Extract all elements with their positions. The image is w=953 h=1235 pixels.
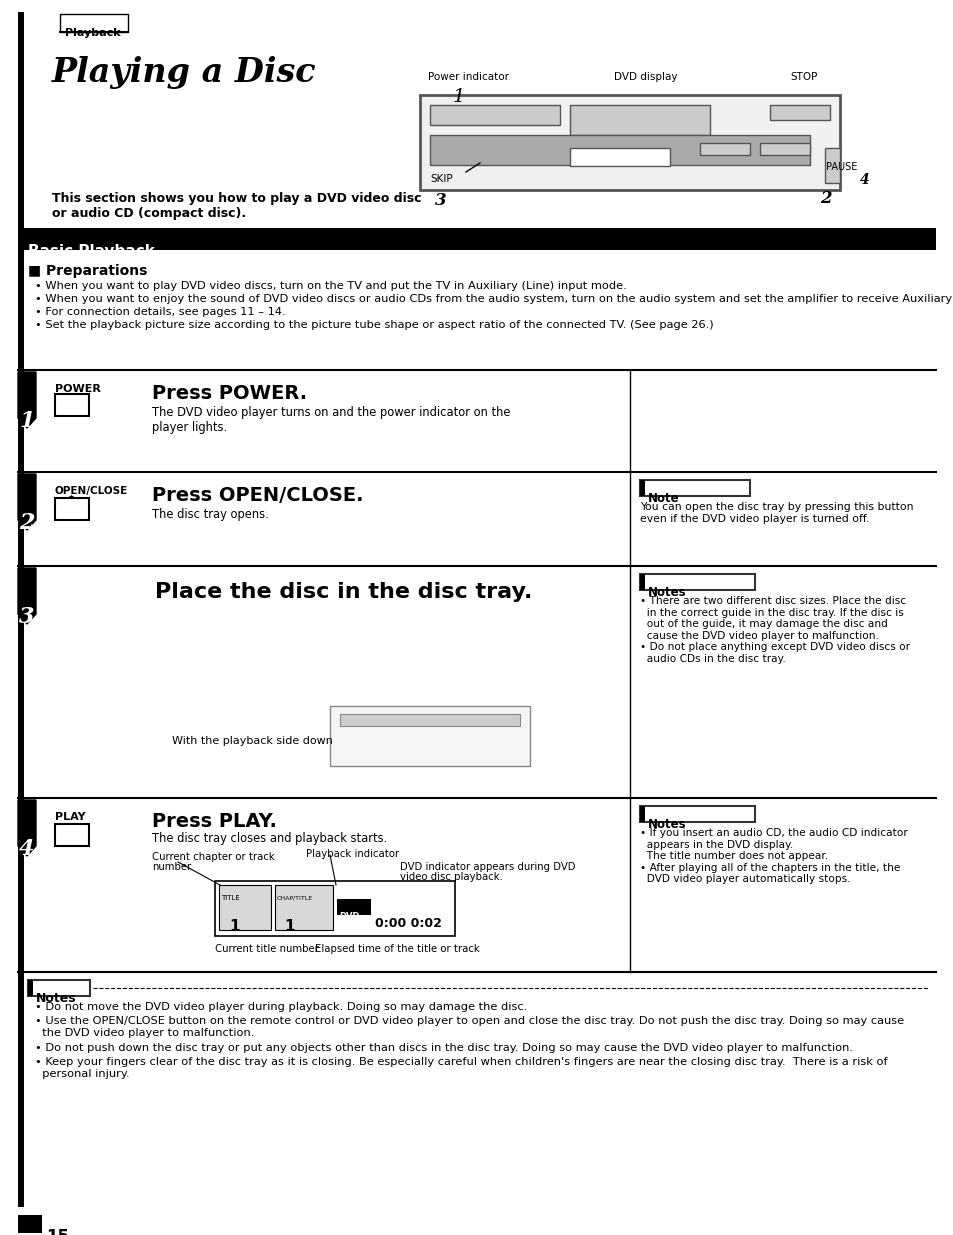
Text: Playing a Disc: Playing a Disc — [52, 56, 316, 89]
Text: Notes: Notes — [647, 585, 686, 599]
Bar — [639, 574, 644, 590]
Bar — [336, 899, 371, 915]
Bar — [18, 228, 935, 249]
Text: 4: 4 — [859, 173, 869, 186]
Text: Playback indicator: Playback indicator — [306, 848, 398, 860]
Bar — [419, 95, 840, 190]
Text: OPEN/CLOSE: OPEN/CLOSE — [55, 487, 128, 496]
Text: The DVD video player turns on and the power indicator on the
player lights.: The DVD video player turns on and the po… — [152, 406, 510, 433]
Text: 1: 1 — [453, 88, 465, 106]
Bar — [18, 12, 24, 1207]
Bar — [769, 105, 829, 120]
Text: Press POWER.: Press POWER. — [152, 384, 307, 403]
Bar — [639, 806, 754, 823]
Polygon shape — [63, 496, 80, 501]
Text: ■ Preparations: ■ Preparations — [28, 264, 147, 278]
Bar — [760, 143, 809, 156]
Bar — [219, 885, 271, 930]
Text: DVD: DVD — [338, 911, 359, 921]
Text: Notes: Notes — [36, 992, 76, 1005]
Bar — [330, 706, 530, 766]
Text: Notes: Notes — [647, 818, 686, 831]
Polygon shape — [18, 474, 36, 530]
Bar — [214, 881, 455, 936]
Text: 1: 1 — [284, 919, 294, 934]
Polygon shape — [18, 800, 36, 856]
Bar — [639, 574, 754, 590]
Bar — [639, 480, 644, 496]
Bar — [639, 806, 644, 823]
Bar — [430, 105, 559, 125]
Bar — [55, 824, 89, 846]
Bar — [700, 143, 749, 156]
Polygon shape — [18, 372, 36, 429]
Text: The disc tray opens.: The disc tray opens. — [152, 508, 269, 521]
Bar — [430, 135, 809, 165]
Bar — [274, 885, 333, 930]
Text: DVD display: DVD display — [614, 72, 677, 82]
Text: Note: Note — [647, 492, 679, 505]
Bar — [18, 1215, 42, 1233]
Polygon shape — [62, 827, 82, 844]
Text: STOP: STOP — [789, 72, 817, 82]
Text: You can open the disc tray by pressing this button
even if the DVD video player : You can open the disc tray by pressing t… — [639, 501, 913, 524]
Text: • Use the OPEN/CLOSE button on the remote control or DVD video player to open an: • Use the OPEN/CLOSE button on the remot… — [35, 1016, 903, 1037]
Text: 1: 1 — [19, 410, 34, 432]
Bar — [569, 148, 669, 165]
Text: PAUSE: PAUSE — [825, 162, 857, 172]
Text: 4: 4 — [19, 839, 34, 860]
Text: POWER: POWER — [55, 384, 101, 394]
Text: Current chapter or track: Current chapter or track — [152, 852, 274, 862]
Text: 2: 2 — [820, 190, 831, 207]
Text: • When you want to enjoy the sound of DVD video discs or audio CDs from the audi: • When you want to enjoy the sound of DV… — [35, 294, 953, 304]
Text: • Set the playback picture size according to the picture tube shape or aspect ra: • Set the playback picture size accordin… — [35, 320, 713, 330]
Bar — [60, 14, 128, 32]
Text: Playback: Playback — [65, 28, 120, 38]
Bar — [824, 148, 840, 183]
Text: Power indicator: Power indicator — [428, 72, 509, 82]
Text: 3: 3 — [435, 191, 446, 209]
Text: • If you insert an audio CD, the audio CD indicator
  appears in the DVD display: • If you insert an audio CD, the audio C… — [639, 827, 907, 884]
Text: The disc tray closes and playback starts.: The disc tray closes and playback starts… — [152, 832, 387, 845]
Polygon shape — [18, 568, 36, 624]
Text: • For connection details, see pages 11 – 14.: • For connection details, see pages 11 –… — [35, 308, 285, 317]
Bar — [339, 714, 519, 726]
Bar — [55, 498, 89, 520]
Text: number: number — [152, 862, 191, 872]
Text: Press PLAY.: Press PLAY. — [152, 811, 276, 831]
Text: • Do not move the DVD video player during playback. Doing so may damage the disc: • Do not move the DVD video player durin… — [35, 1002, 527, 1011]
Bar — [28, 981, 90, 995]
Text: • Keep your fingers clear of the disc tray as it is closing. Be especially caref: • Keep your fingers clear of the disc tr… — [35, 1057, 886, 1078]
Text: 3: 3 — [19, 606, 34, 629]
Text: 2: 2 — [19, 513, 34, 534]
Text: • Do not push down the disc tray or put any objects other than discs in the disc: • Do not push down the disc tray or put … — [35, 1044, 852, 1053]
Text: SKIP: SKIP — [430, 174, 452, 184]
Text: Current title number: Current title number — [214, 944, 318, 953]
Text: Basic Playback: Basic Playback — [28, 245, 154, 259]
Text: 15: 15 — [46, 1228, 69, 1235]
Text: • When you want to play DVD video discs, turn on the TV and put the TV in Auxili: • When you want to play DVD video discs,… — [35, 282, 626, 291]
Text: Place the disc in the disc tray.: Place the disc in the disc tray. — [154, 582, 532, 601]
Text: PLAY: PLAY — [55, 811, 86, 823]
Bar — [569, 105, 709, 135]
Text: This section shows you how to play a DVD video disc
or audio CD (compact disc).: This section shows you how to play a DVD… — [52, 191, 421, 220]
Bar — [639, 480, 749, 496]
Text: 0:00 0:02: 0:00 0:02 — [375, 918, 441, 930]
Text: video disc playback.: video disc playback. — [399, 872, 502, 882]
Bar — [28, 981, 33, 995]
Text: With the playback side down: With the playback side down — [172, 736, 333, 746]
Text: • There are two different disc sizes. Place the disc
  in the correct guide in t: • There are two different disc sizes. Pl… — [639, 597, 909, 664]
Text: TITLE: TITLE — [221, 895, 239, 902]
Text: DVD indicator appears during DVD: DVD indicator appears during DVD — [399, 862, 575, 872]
Text: CHAP/TITLE: CHAP/TITLE — [276, 895, 313, 900]
Text: Press OPEN/CLOSE.: Press OPEN/CLOSE. — [152, 487, 363, 505]
Text: Elapsed time of the title or track: Elapsed time of the title or track — [314, 944, 479, 953]
Text: 1: 1 — [230, 919, 240, 934]
Bar — [55, 394, 89, 416]
